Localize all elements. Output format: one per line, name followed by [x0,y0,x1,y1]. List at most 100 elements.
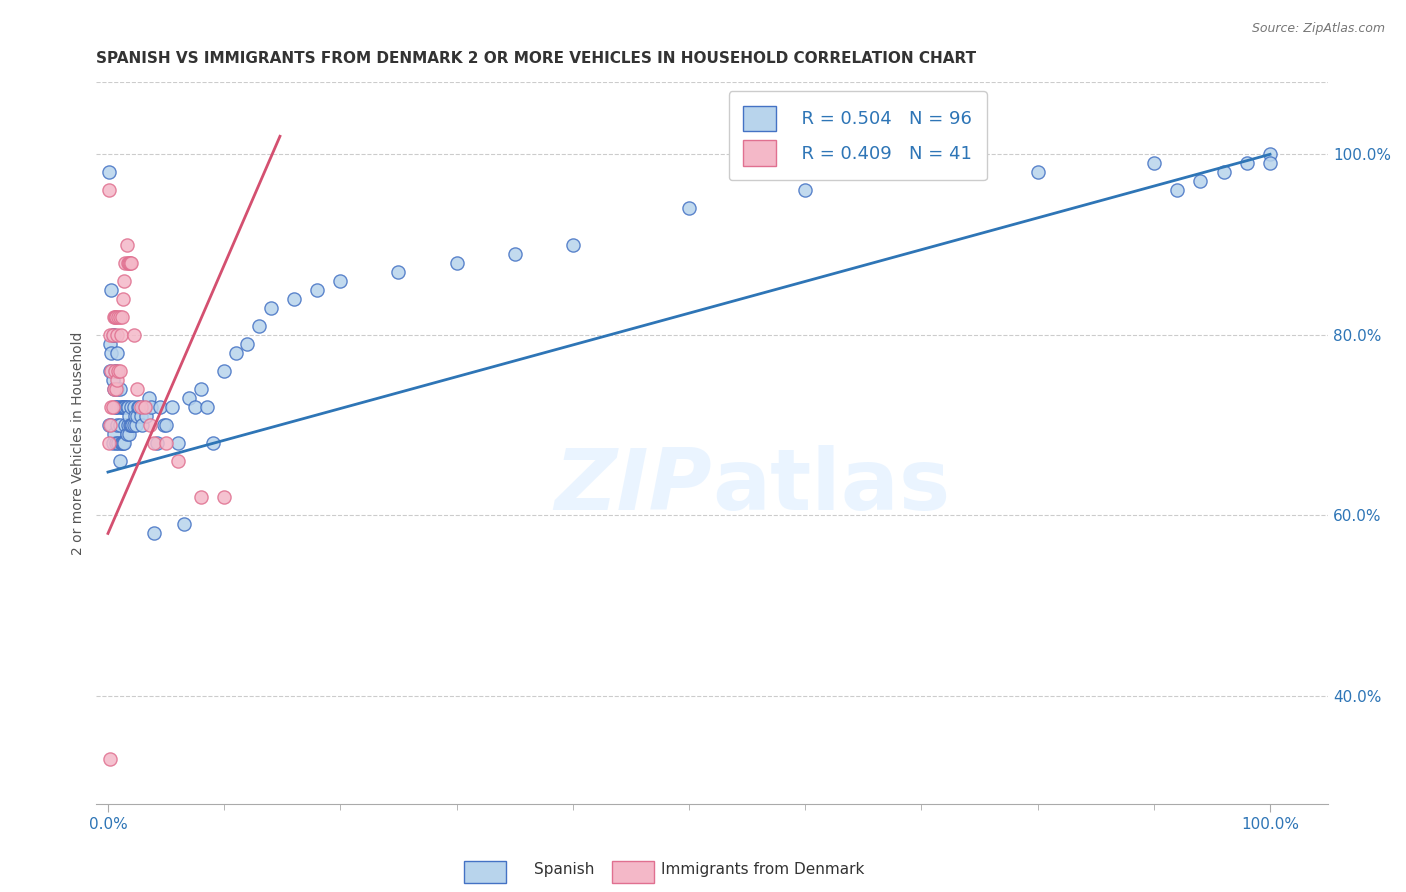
Point [149,400,172,414]
Point [120,400,142,414]
Point [1026,165,1049,179]
Text: ZIP: ZIP [554,445,713,528]
Point [129,400,152,414]
Point [108,418,131,433]
Point [139,400,162,414]
Point [236,337,259,351]
Point [134,400,156,414]
Point [118,427,141,442]
Point [98,436,121,450]
Point [110,327,132,342]
Point [112,400,135,414]
Point [105,382,128,396]
Legend:   R = 0.504   N = 96,   R = 0.409   N = 41: R = 0.504 N = 96, R = 0.409 N = 41 [728,91,987,180]
Point [105,373,128,387]
Point [121,418,143,433]
Point [101,400,124,414]
Point [329,274,352,288]
Point [1189,174,1212,188]
Point [166,454,188,468]
Point [184,400,207,414]
Point [118,418,141,433]
Point [101,373,124,387]
Point [143,526,166,541]
Point [110,436,132,450]
Point [117,255,139,269]
Point [105,364,128,378]
Point [101,327,124,342]
Point [110,400,132,414]
Point [101,327,124,342]
Point [103,310,125,324]
Point [794,183,817,197]
Point [152,418,174,433]
Point [118,255,141,269]
Point [910,165,932,179]
Point [98,418,121,433]
Point [114,418,136,433]
Point [103,327,125,342]
Point [173,517,195,532]
Point [143,436,166,450]
Point [131,418,153,433]
Point [503,246,526,260]
Point [122,418,145,433]
Point [104,364,127,378]
Point [105,436,128,450]
Point [107,436,129,450]
Point [122,327,145,342]
Text: SPANISH VS IMMIGRANTS FROM DENMARK 2 OR MORE VEHICLES IN HOUSEHOLD CORRELATION C: SPANISH VS IMMIGRANTS FROM DENMARK 2 OR … [97,51,977,66]
Point [108,364,131,378]
Point [129,409,152,423]
Point [98,165,121,179]
Point [100,418,122,433]
Point [190,491,212,505]
Point [98,337,121,351]
Point [104,364,127,378]
Point [100,400,122,414]
Point [115,400,138,414]
Point [1236,156,1258,170]
Point [128,400,150,414]
Point [114,400,136,414]
Point [98,364,121,378]
Point [112,400,135,414]
Text: atlas: atlas [713,445,950,528]
Point [98,327,121,342]
Point [112,292,135,306]
Point [155,418,177,433]
Point [446,255,468,269]
Point [1212,165,1234,179]
Point [124,409,146,423]
Point [107,400,129,414]
Point [387,265,409,279]
Point [134,400,156,414]
Point [117,418,139,433]
Point [111,400,134,414]
Point [117,400,139,414]
Point [247,318,270,333]
Point [125,409,148,423]
Point [307,283,329,297]
Point [132,400,155,414]
Point [105,327,128,342]
Point [108,310,131,324]
Point [101,436,124,450]
Point [225,346,247,360]
Point [190,382,212,396]
Text: Spanish: Spanish [534,863,595,877]
Point [1166,183,1188,197]
Point [108,454,131,468]
Point [118,409,141,423]
Point [98,418,121,433]
Point [105,382,128,396]
Point [212,364,235,378]
Point [103,382,125,396]
Point [112,436,135,450]
Point [105,418,128,433]
Point [112,436,135,450]
Point [100,364,122,378]
Point [111,310,134,324]
Point [283,292,305,306]
Point [100,283,122,297]
